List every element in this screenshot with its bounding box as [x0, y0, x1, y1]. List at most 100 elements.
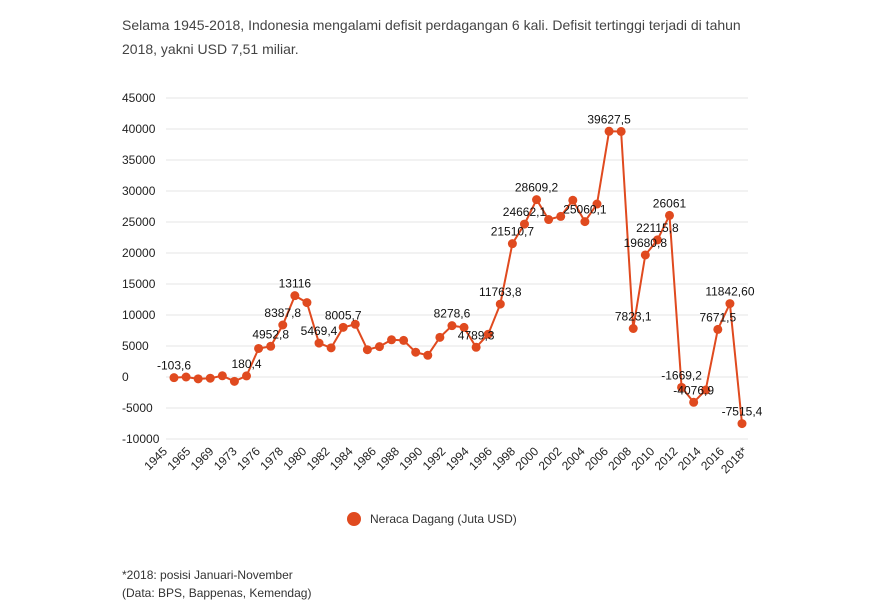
data-point [652, 235, 662, 245]
data-point [362, 345, 372, 355]
data-point [532, 195, 542, 205]
data-label: 28609,2 [515, 181, 559, 195]
data-label: 24662,1 [503, 205, 547, 219]
data-point [278, 320, 288, 330]
data-point [471, 342, 481, 352]
data-point [302, 298, 312, 308]
data-point [435, 332, 445, 342]
x-tick-label: 2018* [718, 444, 750, 476]
data-point [193, 374, 203, 384]
data-point [580, 217, 590, 227]
data-point [689, 397, 699, 407]
data-point [628, 323, 638, 333]
x-tick-label: 2014 [675, 444, 704, 473]
legend: Neraca Dagang (Juta USD) [347, 512, 517, 526]
x-tick-label: 1992 [420, 444, 449, 473]
data-label: -103,6 [157, 359, 191, 373]
data-point [519, 219, 529, 229]
data-point [290, 291, 300, 301]
x-tick-label: 1982 [304, 444, 333, 473]
x-tick-label: 1994 [443, 444, 472, 473]
y-axis-ticks: 45000 40000 35000 30000 25000 20000 15000 10000… [122, 91, 160, 446]
data-point [266, 341, 276, 351]
y-tick-label: 15000 [122, 277, 156, 291]
x-tick-label: 1945 [141, 444, 170, 473]
y-tick-label: -10000 [122, 432, 160, 446]
data-label: 8005,7 [325, 308, 362, 322]
x-tick-label: 2006 [582, 444, 611, 473]
legend-marker [347, 512, 361, 526]
data-point [374, 342, 384, 352]
legend-label: Neraca Dagang (Juta USD) [370, 512, 517, 526]
data-label: -4076,9 [673, 383, 714, 397]
data-point [254, 343, 264, 353]
y-tick-label: 40000 [122, 122, 156, 136]
series-line-path [173, 130, 743, 424]
footnote-note: *2018: posisi Januari-November [122, 568, 293, 582]
data-label: 25060,1 [563, 203, 607, 217]
data-point [181, 372, 191, 382]
x-tick-label: 1990 [397, 444, 426, 473]
x-tick-label: 1969 [188, 444, 217, 473]
x-tick-label: 1980 [281, 444, 310, 473]
data-point [592, 199, 602, 209]
x-tick-label: 2002 [536, 444, 565, 473]
data-point [350, 319, 360, 329]
data-point [217, 371, 227, 381]
data-label: -7515,4 [722, 405, 763, 419]
data-point [544, 215, 554, 225]
data-label: 11763,8 [479, 285, 522, 299]
data-label: -1669,2 [661, 368, 702, 382]
data-point [677, 382, 687, 392]
data-label: 4789,3 [458, 328, 495, 342]
x-tick-label: 1988 [373, 444, 402, 473]
x-tick-label: 1984 [327, 444, 356, 473]
data-label: 7671,5 [699, 310, 736, 324]
footnote: *2018: posisi Januari-November (Data: BP… [122, 566, 311, 602]
y-tick-label: 10000 [122, 308, 156, 322]
x-axis-ticks: 1945196519691973197619781980198219841986… [141, 444, 750, 476]
data-point [713, 324, 723, 334]
x-tick-label: 1996 [466, 444, 495, 473]
x-tick-label: 2004 [559, 444, 588, 473]
data-point [701, 385, 711, 395]
data-point [725, 299, 735, 309]
y-tick-label: 20000 [122, 246, 156, 260]
y-tick-label: 45000 [122, 91, 156, 105]
y-tick-label: 5000 [122, 339, 149, 353]
footnote-source: (Data: BPS, Bappenas, Kemendag) [122, 586, 312, 600]
series-points [169, 126, 747, 429]
data-point [640, 250, 650, 260]
data-point [459, 322, 469, 332]
x-tick-label: 1998 [489, 444, 518, 473]
data-point [616, 126, 626, 136]
series-line [173, 130, 743, 424]
x-tick-label: 2008 [605, 444, 634, 473]
data-label: 11842,60 [705, 285, 754, 299]
x-tick-label: 2010 [629, 444, 658, 473]
x-tick-label: 1986 [350, 444, 379, 473]
data-label: 13116 [279, 277, 312, 291]
data-point [447, 321, 457, 331]
data-label: 22115,8 [636, 221, 679, 235]
data-label: 8387,8 [264, 306, 301, 320]
data-label: 180,4 [231, 357, 261, 371]
y-tick-label: 35000 [122, 153, 156, 167]
data-point [338, 322, 348, 332]
data-point [169, 373, 179, 383]
data-label: 8278,6 [434, 307, 471, 321]
data-point [423, 350, 433, 360]
chart-caption: Selama 1945-2018, Indonesia mengalami de… [122, 17, 741, 57]
data-point [507, 239, 517, 249]
data-point [229, 376, 239, 386]
data-point [411, 347, 421, 357]
x-tick-label: 1978 [257, 444, 286, 473]
data-point [568, 195, 578, 205]
y-tick-label: 30000 [122, 184, 156, 198]
data-label: 19680,8 [624, 236, 668, 250]
data-point [664, 210, 674, 220]
data-label: 39627,5 [587, 112, 631, 126]
data-point [556, 211, 566, 221]
x-tick-label: 2012 [652, 444, 681, 473]
line-chart: 4500040000350003000025000200001500010000… [122, 91, 763, 526]
